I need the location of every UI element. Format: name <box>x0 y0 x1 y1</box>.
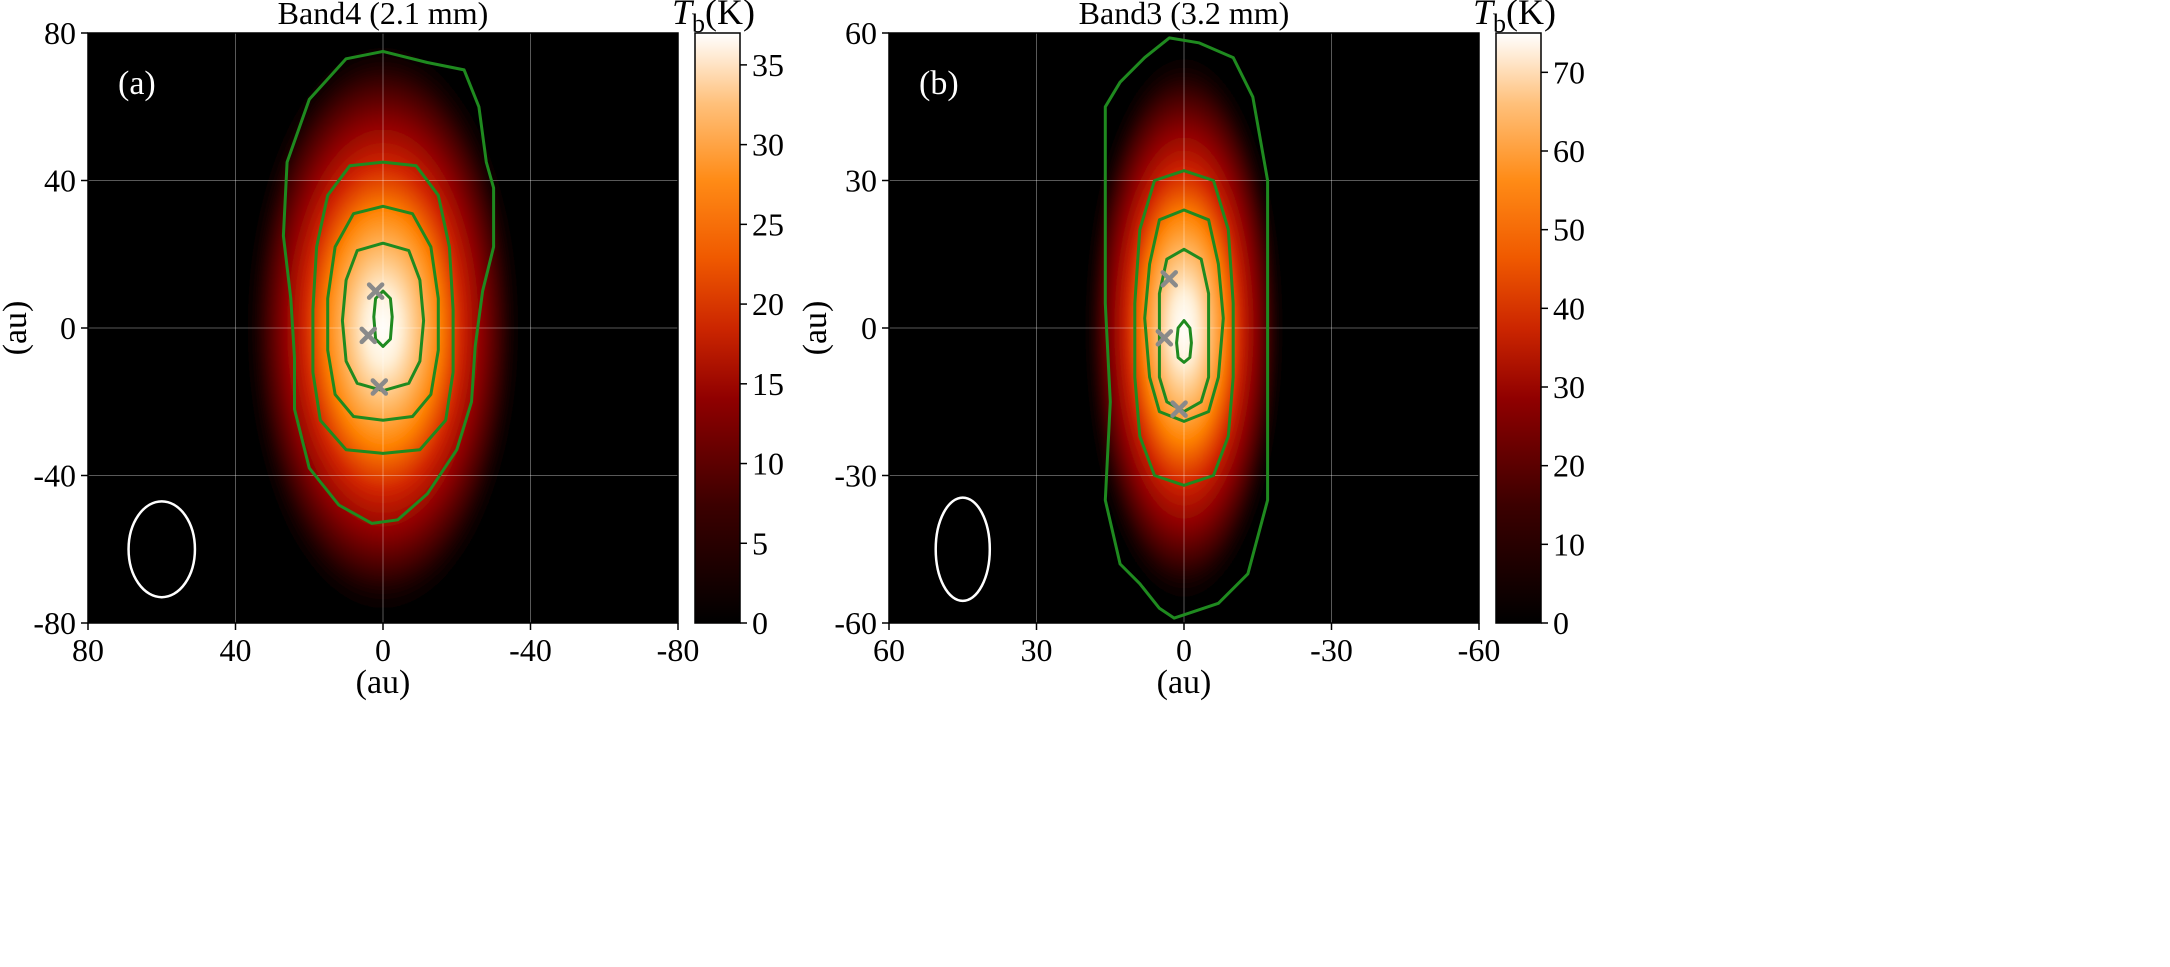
colorbar-b-gradient <box>1495 32 1542 624</box>
contour-level-2 <box>311 160 455 455</box>
colorbar-tick-label: 10 <box>752 446 784 482</box>
colorbar-tick-label: 30 <box>1553 369 1585 405</box>
xtick-label: -60 <box>1458 632 1501 668</box>
contour-level-1 <box>1103 36 1270 620</box>
panel-b-label: (b) <box>919 65 959 102</box>
panel-a: Band4 (2.1 mm) (a) 80 40 0 -40 -8080400-40-8… <box>0 0 699 701</box>
panel-a-grid <box>88 33 678 623</box>
ytick-label: 80 <box>44 15 76 51</box>
panel-a-emission <box>241 33 525 623</box>
panel-b-emission <box>1081 44 1287 612</box>
panel-a-label: (a) <box>118 65 156 102</box>
panel-a-image <box>88 33 678 623</box>
colorbar-tick-label: 0 <box>752 605 768 641</box>
contour-level-2 <box>1133 169 1235 487</box>
colorbar-b: 0 10 20 30 40 50 60 70 Tb(K) <box>1473 0 1585 641</box>
source-marker <box>366 282 385 300</box>
ytick-label: -40 <box>33 458 76 494</box>
ytick-label: 0 <box>861 310 877 346</box>
panel-b-beam-ellipse <box>934 496 992 603</box>
xtick-label: 0 <box>375 632 391 668</box>
colorbar-a-ticks: 0 5 10 15 20 25 30 35 <box>740 47 784 641</box>
panel-a-viewport <box>241 33 525 623</box>
colorbar-tick-label: 70 <box>1553 54 1585 90</box>
colorbar-b-title: Tb(K) <box>1473 0 1556 38</box>
contour-level-5 <box>372 289 394 348</box>
xtick-label: -30 <box>1310 632 1353 668</box>
panel-b-viewport <box>1081 44 1287 612</box>
colorbar-a-gradient <box>694 32 741 624</box>
colorbar-tick-label: 5 <box>752 525 768 561</box>
panel-a-markers <box>359 282 389 396</box>
contour-level-3 <box>326 204 440 422</box>
xtick-label: 40 <box>220 632 252 668</box>
colorbar-b-ticks: 0 10 20 30 40 50 60 70 <box>1541 54 1585 641</box>
colorbar-tick-label: 40 <box>1553 290 1585 326</box>
ytick-label: 60 <box>845 15 877 51</box>
ytick-label: -80 <box>33 605 76 641</box>
panel-a-title: Band4 (2.1 mm) <box>278 0 489 31</box>
contour-level-3 <box>1143 208 1225 423</box>
panel-b: Band3 (3.2 mm) (b) 60 30 0 -30 -6060300-30-6… <box>797 0 1500 701</box>
panel-b-grid <box>889 33 1479 623</box>
xtick-label: -80 <box>657 632 700 668</box>
colorbar-tick-label: 50 <box>1553 212 1585 248</box>
colorbar-tick-label: 0 <box>1553 605 1569 641</box>
ytick-label: 40 <box>44 163 76 199</box>
xtick-label: -40 <box>509 632 552 668</box>
colorbar-tick-label: 10 <box>1553 526 1585 562</box>
xtick-label: 30 <box>1021 632 1053 668</box>
ytick-label: 0 <box>60 310 76 346</box>
panel-b-ylabel: (au) <box>797 301 834 356</box>
panel-a-xlabel: (au) <box>356 664 411 701</box>
panel-a-beam-ellipse <box>127 500 197 599</box>
colorbar-tick-label: 20 <box>1553 448 1585 484</box>
source-marker <box>370 378 389 396</box>
ytick-label: 30 <box>845 163 877 199</box>
colorbar-tick-label: 25 <box>752 206 784 242</box>
source-marker <box>359 326 377 345</box>
panel-b-markers <box>1155 270 1188 418</box>
colorbar-tick-label: 20 <box>752 286 784 322</box>
xtick-label: 0 <box>1176 632 1192 668</box>
source-marker <box>1170 400 1188 418</box>
colorbar-a-title: Tb(K) <box>672 0 755 38</box>
colorbar-a: 0 5 10 15 20 25 30 35 Tb(K) <box>672 0 784 641</box>
colorbar-tick-label: 35 <box>752 47 784 83</box>
colorbar-tick-label: 60 <box>1553 133 1585 169</box>
panel-a-ylabel: (au) <box>0 301 34 356</box>
source-marker <box>1155 329 1174 347</box>
contour-level-1 <box>281 49 496 525</box>
colorbar-tick-label: 30 <box>752 127 784 163</box>
panel-b-xlabel: (au) <box>1157 664 1212 701</box>
colorbar-tick-label: 15 <box>752 366 784 402</box>
xtick-label: 60 <box>873 632 905 668</box>
source-marker <box>1160 270 1178 288</box>
panel-b-title: Band3 (3.2 mm) <box>1079 0 1290 31</box>
contour-level-5 <box>1175 319 1193 364</box>
panel-a-contours <box>281 49 496 525</box>
ytick-label: -30 <box>834 458 877 494</box>
xtick-label: 80 <box>72 632 104 668</box>
ytick-label: -60 <box>834 605 877 641</box>
